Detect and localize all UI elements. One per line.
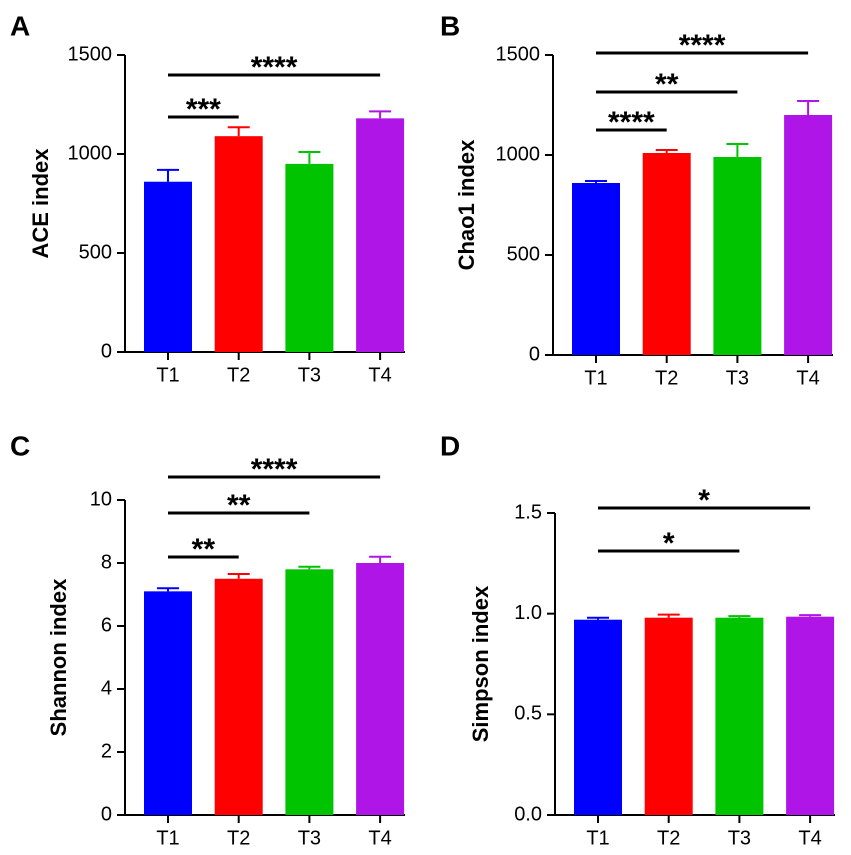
y-axis-label: Simpson index [468, 585, 493, 742]
x-tick-label: T1 [584, 367, 607, 389]
x-tick-label: T4 [798, 827, 821, 849]
error-bar [585, 180, 607, 183]
error-bar [227, 126, 250, 137]
y-tick-label: 1500 [496, 43, 541, 65]
bar [214, 578, 263, 815]
bar [356, 563, 405, 815]
bar [574, 619, 622, 815]
x-tick-label: T2 [657, 827, 680, 849]
significance-label: **** [608, 106, 655, 139]
x-tick-label: T2 [227, 827, 250, 849]
x-tick-label: T1 [586, 827, 609, 849]
y-axis-label: Shannon index [46, 578, 71, 736]
bar [285, 569, 334, 815]
bar [285, 163, 334, 352]
x-tick-label: T1 [156, 364, 179, 386]
significance-label: ** [655, 68, 679, 101]
x-tick-label: T2 [227, 364, 250, 386]
significance-label: **** [251, 453, 298, 486]
error-bar [227, 573, 250, 579]
error-bar [298, 151, 321, 164]
x-tick-label: T3 [298, 364, 321, 386]
y-axis-label: Chao1 index [454, 139, 479, 271]
y-tick-label: 6 [101, 614, 112, 636]
error-bar [369, 555, 392, 563]
significance-label: **** [251, 51, 298, 84]
significance-label: *** [186, 93, 221, 126]
y-tick-label: 0.5 [514, 703, 542, 725]
x-tick-label: T4 [368, 827, 391, 849]
y-tick-label: 500 [507, 243, 540, 265]
bar [786, 616, 835, 815]
error-bar [369, 110, 392, 119]
error-bar [157, 587, 179, 592]
error-bar [298, 565, 321, 570]
significance-label: **** [679, 29, 726, 62]
y-tick-label: 2 [101, 740, 112, 762]
bar [144, 591, 192, 815]
y-axis-label: ACE index [28, 148, 53, 259]
error-bar [587, 616, 609, 620]
y-tick-label: 4 [101, 677, 112, 699]
bar [644, 617, 693, 815]
y-tick-label: 500 [79, 241, 112, 263]
x-tick-label: T3 [728, 827, 751, 849]
x-tick-label: T3 [298, 827, 321, 849]
y-tick-label: 1000 [68, 142, 113, 164]
bar [784, 115, 833, 355]
y-tick-label: 1500 [68, 43, 113, 65]
error-bar [797, 100, 820, 115]
x-tick-label: T3 [726, 367, 749, 389]
bar [713, 157, 762, 355]
error-bar [799, 614, 822, 617]
error-bar [728, 615, 751, 618]
bar [642, 153, 691, 355]
significance-label: ** [192, 533, 216, 566]
y-tick-label: 0 [101, 340, 112, 362]
panel-label: D [440, 430, 460, 461]
significance-label: * [698, 484, 710, 517]
y-tick-label: 8 [101, 551, 112, 573]
error-bar [657, 613, 680, 618]
bar [356, 118, 405, 352]
x-tick-label: T4 [368, 364, 391, 386]
y-tick-label: 0.0 [514, 803, 542, 825]
panel-label: A [10, 10, 30, 41]
bar [572, 183, 620, 355]
y-tick-label: 1.0 [514, 602, 542, 624]
bar [214, 136, 263, 352]
error-bar [655, 149, 678, 153]
significance-label: ** [227, 489, 251, 522]
y-tick-label: 0 [101, 803, 112, 825]
significance-label: * [663, 527, 675, 560]
y-tick-label: 1000 [496, 143, 541, 165]
x-tick-label: T1 [156, 827, 179, 849]
bar [715, 617, 764, 815]
error-bar [157, 168, 179, 182]
x-tick-label: T2 [655, 367, 678, 389]
y-tick-label: 1.5 [514, 501, 542, 523]
error-bar [726, 143, 749, 157]
y-tick-label: 0 [529, 343, 540, 365]
panel-label: B [440, 10, 460, 41]
y-tick-label: 10 [90, 488, 112, 510]
x-tick-label: T4 [796, 367, 819, 389]
panel-label: C [10, 430, 30, 461]
bar [144, 181, 192, 352]
